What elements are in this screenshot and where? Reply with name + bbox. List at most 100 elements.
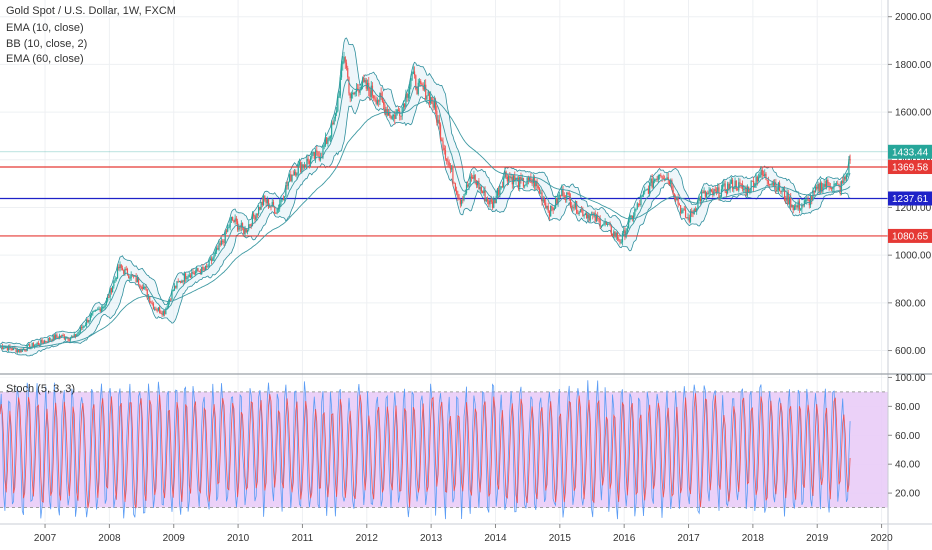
candle xyxy=(354,92,356,95)
candle xyxy=(442,141,444,148)
x-tick-label: 2009 xyxy=(163,533,186,544)
candle xyxy=(464,192,466,195)
candle xyxy=(121,267,124,270)
legend-ema10[interactable]: EMA (10, close) xyxy=(6,22,84,34)
candle xyxy=(160,312,162,314)
candle xyxy=(647,188,650,194)
candle xyxy=(608,223,610,225)
candle xyxy=(543,199,546,203)
candle xyxy=(819,182,822,192)
candle xyxy=(499,187,501,195)
candle xyxy=(359,89,361,93)
candle xyxy=(4,347,6,349)
candle xyxy=(545,202,547,209)
candle xyxy=(180,281,182,283)
candle xyxy=(683,209,685,211)
candle xyxy=(360,86,362,90)
bollinger-bands xyxy=(0,37,851,357)
legend-symbol[interactable]: Gold Spot / U.S. Dollar, 1W, FXCM xyxy=(6,5,176,17)
candle xyxy=(555,197,557,209)
candle xyxy=(645,189,647,191)
candle xyxy=(189,275,192,278)
candle xyxy=(21,349,23,352)
candle xyxy=(511,176,513,185)
candle xyxy=(614,231,616,237)
candle xyxy=(615,232,617,237)
candle xyxy=(345,62,348,69)
candle xyxy=(104,304,106,307)
candle xyxy=(629,215,631,221)
candle xyxy=(816,186,818,189)
bb-fill xyxy=(0,38,851,356)
candle xyxy=(550,206,552,217)
candle xyxy=(650,178,652,183)
horizontal-levels[interactable] xyxy=(0,151,888,237)
candle xyxy=(308,161,310,164)
candle xyxy=(155,308,157,311)
candle xyxy=(201,266,203,275)
candle xyxy=(576,201,578,214)
candle xyxy=(448,162,450,166)
candle xyxy=(11,349,13,351)
candle xyxy=(123,269,125,274)
candle xyxy=(280,199,282,204)
candle xyxy=(295,171,297,176)
legend-stoch[interactable]: Stoch (5, 3, 3) xyxy=(6,383,76,395)
candle xyxy=(46,341,48,343)
x-tick-label: 2013 xyxy=(420,533,443,544)
candle xyxy=(806,199,808,201)
candle xyxy=(338,95,340,98)
candle xyxy=(510,176,512,178)
bb-lower xyxy=(0,96,851,357)
candle xyxy=(599,218,601,227)
candle xyxy=(584,213,586,216)
x-tick-label: 2008 xyxy=(98,533,121,544)
x-tick-label: 2014 xyxy=(484,533,507,544)
candle xyxy=(324,137,327,146)
candle xyxy=(548,211,551,217)
candle xyxy=(74,334,77,337)
candle xyxy=(349,93,351,99)
candle xyxy=(750,180,752,191)
candle xyxy=(296,173,298,176)
candle xyxy=(211,258,213,261)
candle xyxy=(389,111,391,117)
candle xyxy=(40,339,42,345)
candle xyxy=(671,180,673,190)
candle xyxy=(493,198,495,208)
candle xyxy=(459,199,461,205)
candle xyxy=(772,182,775,186)
legend-bb[interactable]: BB (10, close, 2) xyxy=(6,38,88,50)
legend-ema60[interactable]: EMA (60, close) xyxy=(6,53,84,65)
candle xyxy=(425,84,427,100)
candle xyxy=(192,272,194,274)
candle xyxy=(703,190,705,193)
candle xyxy=(319,157,322,160)
candle xyxy=(407,94,409,98)
candle xyxy=(525,184,527,186)
candle xyxy=(447,160,449,163)
candle xyxy=(214,251,216,255)
candle xyxy=(640,196,642,205)
candle xyxy=(680,205,682,214)
candle xyxy=(232,216,234,221)
candle xyxy=(170,299,172,301)
candle xyxy=(505,171,507,177)
candle xyxy=(376,100,379,104)
stoch-y-tick-label: 60.00 xyxy=(895,431,920,442)
candle xyxy=(618,238,620,240)
candle xyxy=(94,309,96,311)
stoch-y-tick-label: 40.00 xyxy=(895,460,920,471)
candle xyxy=(281,198,283,200)
candle xyxy=(506,176,508,182)
candle xyxy=(312,152,314,154)
candle xyxy=(432,103,434,108)
candle xyxy=(588,214,590,221)
candle xyxy=(352,92,354,94)
candle xyxy=(546,205,548,209)
ema-10-line xyxy=(0,79,851,351)
candle xyxy=(220,240,223,245)
candle xyxy=(102,306,104,309)
candle xyxy=(410,80,412,87)
